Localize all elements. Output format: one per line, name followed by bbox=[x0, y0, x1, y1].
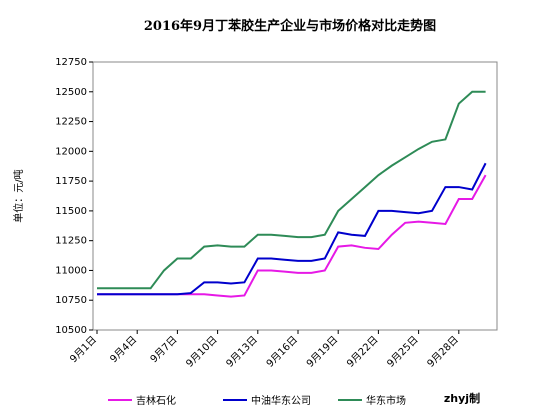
y-tick-label: 12500 bbox=[55, 87, 87, 98]
y-tick-label: 11750 bbox=[55, 176, 87, 187]
legend-label: 中油华东公司 bbox=[251, 394, 311, 407]
x-tick-label: 9月7日 bbox=[148, 334, 180, 366]
y-axis-label: 单位：元/吨 bbox=[12, 169, 25, 222]
plot-area bbox=[92, 61, 498, 331]
x-tick-label: 9月19日 bbox=[304, 334, 340, 370]
x-tick-label: 9月13日 bbox=[224, 334, 260, 370]
y-tick-label: 11000 bbox=[55, 265, 87, 276]
x-tick-label: 9月1日 bbox=[67, 334, 99, 366]
y-tick-label: 12000 bbox=[55, 146, 87, 157]
x-tick-label: 9月28日 bbox=[425, 334, 461, 370]
y-tick-label: 11250 bbox=[55, 236, 87, 247]
x-tick-label: 9月16日 bbox=[264, 334, 300, 370]
y-tick-label: 10750 bbox=[55, 295, 87, 306]
legend-label: 吉林石化 bbox=[136, 394, 176, 407]
x-tick-label: 9月22日 bbox=[344, 334, 380, 370]
series-line bbox=[97, 90, 486, 290]
chart-title: 2016年9月丁苯胶生产企业与市场价格对比走势图 bbox=[144, 18, 436, 34]
x-tick-label: 9月25日 bbox=[385, 334, 421, 370]
y-tick-label: 10500 bbox=[55, 325, 87, 336]
y-tick-label: 12750 bbox=[55, 57, 87, 68]
y-tick-label: 11500 bbox=[55, 206, 87, 217]
series-line bbox=[97, 162, 487, 296]
x-tick-label: 9月10日 bbox=[184, 334, 220, 370]
annotation: zhyj制 bbox=[444, 391, 480, 405]
x-tick-label: 9月4日 bbox=[108, 334, 140, 366]
legend-label: 华东市场 bbox=[366, 394, 406, 407]
y-tick-label: 12250 bbox=[55, 117, 87, 128]
